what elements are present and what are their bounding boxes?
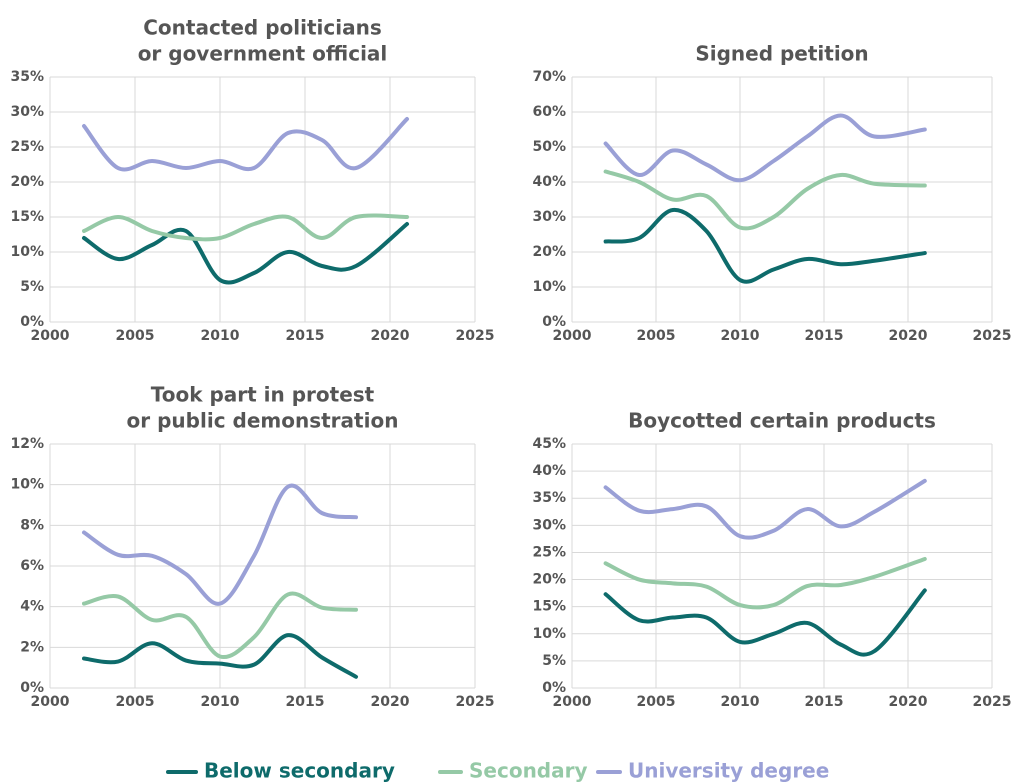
x-tick-label: 2020 xyxy=(889,694,928,710)
y-tick-label: 8% xyxy=(20,517,44,533)
x-tick-label: 2025 xyxy=(973,694,1012,710)
series-line xyxy=(603,478,927,540)
series-line xyxy=(603,113,927,183)
series-line xyxy=(603,556,927,610)
y-tick-label: 15% xyxy=(532,599,566,615)
x-tick-label: 2005 xyxy=(116,694,155,710)
x-tick-label: 2000 xyxy=(31,328,70,344)
series-line xyxy=(82,591,358,660)
chart-title: Boycotted certain products xyxy=(628,409,936,433)
y-tick-label: 4% xyxy=(20,599,44,615)
y-tick-label: 60% xyxy=(532,104,566,120)
x-tick-label: 2015 xyxy=(286,694,325,710)
y-tick-label: 20% xyxy=(532,244,566,260)
series-line xyxy=(82,117,409,172)
y-tick-label: 40% xyxy=(532,174,566,190)
y-tick-label: 50% xyxy=(532,139,566,155)
y-tick-label: 30% xyxy=(10,104,44,120)
legend-label: University degree xyxy=(628,759,829,783)
y-tick-label: 0% xyxy=(20,314,44,330)
y-tick-label: 5% xyxy=(542,653,566,669)
x-tick-label: 2005 xyxy=(637,694,676,710)
x-tick-label: 2020 xyxy=(889,328,928,344)
y-tick-label: 10% xyxy=(532,626,566,642)
y-tick-label: 0% xyxy=(542,314,566,330)
legend-label: Below secondary xyxy=(204,759,395,783)
series-line xyxy=(82,222,409,285)
y-tick-label: 35% xyxy=(10,69,44,85)
y-tick-label: 35% xyxy=(532,490,566,506)
y-tick-label: 0% xyxy=(20,680,44,696)
y-tick-label: 2% xyxy=(20,639,44,655)
x-tick-label: 2025 xyxy=(456,694,495,710)
y-tick-label: 40% xyxy=(532,463,566,479)
chart-title: Contacted politicians xyxy=(143,16,382,40)
chart-title: or government official xyxy=(138,42,388,66)
x-tick-label: 2000 xyxy=(553,328,592,344)
y-tick-label: 25% xyxy=(10,139,44,155)
y-tick-label: 30% xyxy=(532,517,566,533)
chart-title: Took part in protest xyxy=(151,383,375,407)
chart-title: or public demonstration xyxy=(127,409,399,433)
series-line xyxy=(603,588,927,657)
y-tick-label: 10% xyxy=(532,279,566,295)
x-tick-label: 2020 xyxy=(371,328,410,344)
y-tick-label: 10% xyxy=(10,244,44,260)
y-tick-label: 10% xyxy=(10,477,44,493)
chart-title: Signed petition xyxy=(695,42,868,66)
x-tick-label: 2010 xyxy=(721,694,760,710)
x-tick-label: 2015 xyxy=(286,328,325,344)
y-tick-label: 0% xyxy=(542,680,566,696)
x-tick-label: 2010 xyxy=(721,328,760,344)
legend-label: Secondary xyxy=(469,759,588,783)
x-tick-label: 2025 xyxy=(456,328,495,344)
y-tick-label: 30% xyxy=(532,209,566,225)
y-tick-label: 20% xyxy=(10,174,44,190)
y-tick-label: 12% xyxy=(10,436,44,452)
y-tick-label: 25% xyxy=(532,544,566,560)
x-tick-label: 2010 xyxy=(201,694,240,710)
x-tick-label: 2005 xyxy=(116,328,155,344)
series-line xyxy=(82,483,358,606)
x-tick-label: 2000 xyxy=(31,694,70,710)
x-tick-label: 2015 xyxy=(805,694,844,710)
x-tick-label: 2010 xyxy=(201,328,240,344)
series-line xyxy=(82,213,409,242)
x-tick-label: 2000 xyxy=(553,694,592,710)
y-tick-label: 6% xyxy=(20,558,44,574)
y-tick-label: 5% xyxy=(20,279,44,295)
series-line xyxy=(603,207,927,284)
series-line xyxy=(82,633,358,679)
x-tick-label: 2025 xyxy=(973,328,1012,344)
series-line xyxy=(603,169,927,231)
y-tick-label: 20% xyxy=(532,572,566,588)
y-tick-label: 70% xyxy=(532,69,566,85)
x-tick-label: 2015 xyxy=(805,328,844,344)
x-tick-label: 2020 xyxy=(371,694,410,710)
y-tick-label: 15% xyxy=(10,209,44,225)
y-tick-label: 45% xyxy=(532,436,566,452)
x-tick-label: 2005 xyxy=(637,328,676,344)
